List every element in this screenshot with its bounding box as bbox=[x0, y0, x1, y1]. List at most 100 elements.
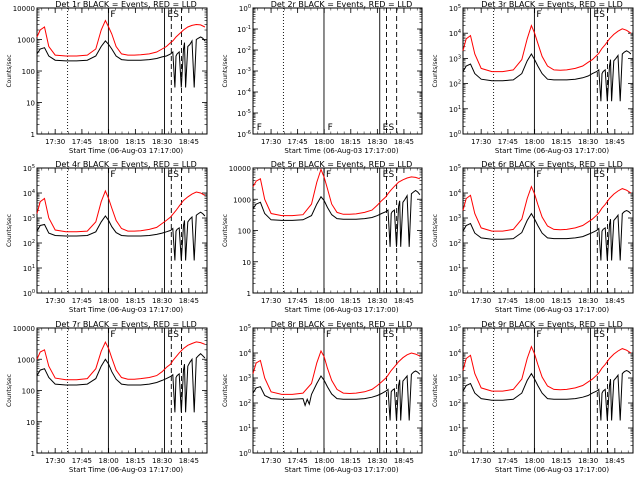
y-tick-label: 101 bbox=[23, 264, 35, 273]
flag-label: E bbox=[593, 330, 599, 340]
panel-title: Det 4r BLACK = Events, RED = LLD bbox=[55, 160, 197, 169]
x-tick-label: 18:45 bbox=[394, 138, 414, 146]
y-tick-label: 10 bbox=[26, 419, 35, 427]
y-tick-label: 1 bbox=[247, 290, 251, 298]
y-tick-label: 10-3 bbox=[237, 67, 251, 76]
flag-label: F bbox=[536, 170, 541, 180]
x-tick-label: 17:30 bbox=[45, 138, 65, 146]
flag-label: S bbox=[389, 123, 395, 133]
x-tick-label: 18:45 bbox=[179, 297, 199, 305]
flag-label: F bbox=[328, 123, 333, 133]
series-lld-line bbox=[462, 24, 632, 73]
flag-label: F bbox=[110, 10, 115, 20]
x-tick-label: 17:45 bbox=[72, 138, 92, 146]
y-tick-label: 101 bbox=[449, 264, 461, 273]
y-tick-label: 101 bbox=[239, 424, 251, 433]
y-tick-label: 1000 bbox=[17, 356, 35, 364]
x-tick-label: 18:15 bbox=[125, 457, 145, 465]
x-tick-label: 17:30 bbox=[45, 297, 65, 305]
x-tick-label: 18:00 bbox=[99, 297, 119, 305]
y-axis-label: Counts/sec bbox=[432, 214, 439, 247]
y-tick-label: 100 bbox=[449, 130, 461, 139]
x-tick-label: 18:15 bbox=[125, 297, 145, 305]
series-lld-line bbox=[252, 167, 421, 217]
y-axis-label: Counts/sec bbox=[222, 214, 229, 247]
x-tick-label: 18:15 bbox=[125, 138, 145, 146]
y-tick-label: 102 bbox=[449, 399, 461, 408]
x-tick-label: 18:00 bbox=[314, 297, 334, 305]
flag-label: F bbox=[326, 330, 331, 340]
y-tick-label: 101 bbox=[449, 105, 461, 114]
y-tick-label: 105 bbox=[449, 164, 461, 173]
flag-label: E bbox=[167, 170, 173, 180]
x-tick-label: 17:30 bbox=[471, 297, 491, 305]
flag-label: E bbox=[383, 123, 389, 133]
x-tick-label: 18:30 bbox=[578, 297, 598, 305]
x-tick-label: 18:15 bbox=[551, 297, 571, 305]
y-tick-label: 100 bbox=[449, 289, 461, 298]
y-axis-label: Counts/sec bbox=[432, 54, 439, 87]
x-tick-label: 17:45 bbox=[72, 297, 92, 305]
y-tick-label: 100 bbox=[449, 449, 461, 458]
series-events-line bbox=[36, 353, 206, 413]
y-tick-label: 10 bbox=[26, 100, 35, 108]
flag-label: F bbox=[257, 123, 262, 133]
flag-label: S bbox=[173, 330, 179, 340]
x-tick-label: 18:45 bbox=[605, 297, 625, 305]
y-tick-label: 10000 bbox=[229, 165, 251, 173]
flag-label: F bbox=[110, 170, 115, 180]
flag-label: E bbox=[593, 10, 599, 20]
x-tick-label: 18:00 bbox=[525, 297, 545, 305]
series-events-line bbox=[462, 369, 632, 421]
flag-label: E bbox=[383, 170, 389, 180]
y-tick-label: 103 bbox=[23, 214, 35, 223]
x-tick-label: 17:45 bbox=[498, 457, 518, 465]
y-tick-label: 10-1 bbox=[237, 25, 251, 34]
x-tick-label: 18:00 bbox=[525, 457, 545, 465]
x-tick-label: 17:30 bbox=[261, 457, 281, 465]
x-axis-label: Start Time (06-Aug-03 17:17:00) bbox=[284, 306, 398, 314]
panel-det-9: Det 9r BLACK = Events, RED = LLD 100 101 10… bbox=[432, 320, 634, 474]
panel-det-4: Det 4r BLACK = Events, RED = LLD 100 101 10… bbox=[6, 160, 208, 314]
panel-title: Det 7r BLACK = Events, RED = LLD bbox=[55, 320, 197, 329]
x-axis-label: Start Time (06-Aug-03 17:17:00) bbox=[69, 306, 183, 314]
flag-label: S bbox=[389, 170, 395, 180]
flag-label: F bbox=[536, 10, 541, 20]
panel-title: Det 5r BLACK = Events, RED = LLD bbox=[271, 160, 413, 169]
flag-label: F bbox=[536, 330, 541, 340]
x-tick-label: 18:15 bbox=[551, 457, 571, 465]
series-events-line bbox=[462, 209, 632, 261]
x-tick-label: 18:45 bbox=[605, 138, 625, 146]
panel-title: Det 9r BLACK = Events, RED = LLD bbox=[481, 320, 623, 329]
y-tick-label: 100 bbox=[239, 4, 251, 13]
x-tick-label: 17:45 bbox=[72, 457, 92, 465]
x-axis-label: Start Time (06-Aug-03 17:17:00) bbox=[495, 466, 609, 474]
y-axis-label: Counts/sec bbox=[432, 374, 439, 407]
series-lld-line bbox=[462, 345, 632, 392]
x-tick-label: 17:30 bbox=[471, 138, 491, 146]
panel-det-6: Det 6r BLACK = Events, RED = LLD 100 101 10… bbox=[432, 160, 634, 314]
y-tick-label: 102 bbox=[449, 80, 461, 89]
panel-title: Det 1r BLACK = Events, RED = LLD bbox=[55, 0, 197, 9]
y-tick-label: 103 bbox=[449, 214, 461, 223]
x-tick-label: 17:45 bbox=[288, 297, 308, 305]
y-axis-label: Counts/sec bbox=[222, 374, 229, 407]
series-lld-line bbox=[36, 189, 206, 233]
x-tick-label: 18:45 bbox=[394, 297, 414, 305]
y-tick-label: 103 bbox=[449, 54, 461, 63]
series-lld-line bbox=[36, 19, 206, 57]
y-axis-label: Counts/sec bbox=[222, 54, 229, 87]
x-tick-label: 17:45 bbox=[498, 138, 518, 146]
y-tick-label: 105 bbox=[449, 4, 461, 13]
y-tick-label: 100 bbox=[22, 388, 35, 396]
y-tick-label: 105 bbox=[449, 324, 461, 333]
panel-det-3: Det 3r BLACK = Events, RED = LLD 100 101 10… bbox=[432, 0, 634, 155]
y-tick-label: 10 bbox=[242, 259, 251, 267]
x-axis-label: Start Time (06-Aug-03 17:17:00) bbox=[69, 466, 183, 474]
y-tick-label: 10000 bbox=[13, 325, 35, 333]
x-tick-label: 17:30 bbox=[471, 457, 491, 465]
y-tick-label: 101 bbox=[449, 424, 461, 433]
flag-label: F bbox=[326, 170, 331, 180]
y-tick-label: 10-2 bbox=[237, 46, 251, 55]
